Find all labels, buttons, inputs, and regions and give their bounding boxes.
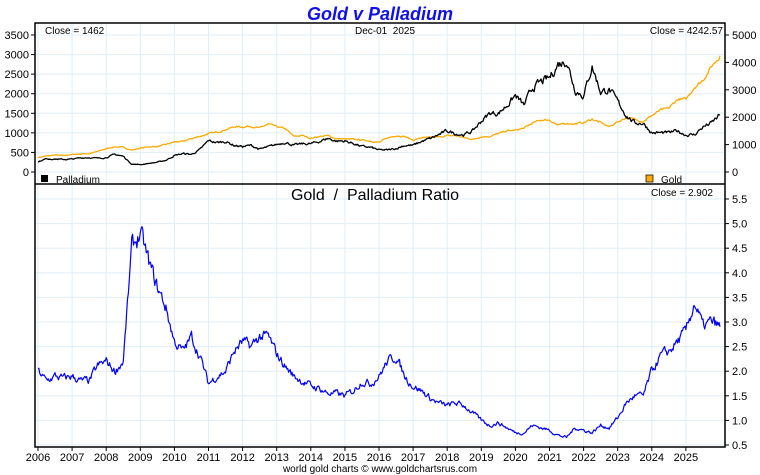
ratio-axis-label: 3.0 [732,317,747,329]
x-tick-label: 2009 [128,452,152,464]
x-tick-label: 2019 [469,452,493,464]
x-tick-label: 2016 [367,452,391,464]
gold-axis-label: 3000 [732,85,756,97]
x-tick-label: 2013 [264,452,288,464]
x-tick-label: 2025 [674,452,698,464]
series-group [37,55,721,439]
footer-credit: world gold charts © www.goldchartsrus.co… [282,464,477,475]
gold-axis-label: 0 [732,167,738,179]
palladium-axis-label: 3500 [5,30,29,42]
palladium-axis-label: 0 [23,167,29,179]
ratio-close-label: Close = 2.902 [651,188,713,199]
gold-price-line [37,55,721,159]
x-tick-label: 2022 [571,452,595,464]
gold-axis-label: 4000 [732,57,756,69]
x-tick-label: 2024 [640,452,664,464]
x-tick-label: 2018 [435,452,459,464]
ratio-title: Gold / Palladium Ratio [291,187,459,204]
palladium-legend-swatch [41,175,48,182]
x-tick-label: 2006 [26,452,50,464]
palladium-close-label: Close = 1462 [45,26,105,37]
palladium-axis-label: 1500 [5,108,29,120]
gridlines [36,24,724,446]
date-label: Dec-01 2025 [355,26,415,37]
x-tick-label: 2015 [333,452,357,464]
palladium-axis-label: 1000 [5,128,29,140]
gold-legend-swatch [645,174,654,183]
palladium-axis-label: 2000 [5,89,29,101]
ratio-axis-label: 2.5 [732,342,747,354]
ratio-axis-label: 5.5 [732,194,747,206]
palladium-axis-label: 3000 [5,50,29,62]
ratio-axis-label: 4.0 [732,268,747,280]
x-tick-label: 2020 [503,452,527,464]
palladium-axis-label: 2500 [5,69,29,81]
x-tick-label: 2023 [605,452,629,464]
gold-axis-label: 5000 [732,30,756,42]
ratio-axis-label: 5.0 [732,219,747,231]
ratio-axis-label: 0.5 [732,440,747,452]
x-tick-label: 2014 [299,452,323,464]
x-tick-label: 2012 [230,452,254,464]
x-tick-label: 2008 [94,452,118,464]
gold-legend-label: Gold [661,175,682,186]
ratio-axis-label: 1.5 [732,391,747,403]
x-tick-label: 2021 [537,452,561,464]
axis-ticks: 2006 2007 2008 2009 2010 2011 2012 2013 2014 2015… [5,30,757,464]
gold-palladium-ratio-line [37,226,721,439]
x-tick-label: 2017 [401,452,425,464]
chart-title: Gold v Palladium [307,4,453,24]
ratio-axis-label: 2.0 [732,366,747,378]
ratio-axis-label: 4.5 [732,243,747,255]
plot-frame [34,22,726,448]
palladium-legend-label: Palladium [56,175,100,186]
gold-axis-label: 1000 [732,140,756,152]
palladium-price-line [37,61,721,166]
ratio-axis-label: 1.0 [732,415,747,427]
gold-close-label: Close = 4242.57 [650,26,724,37]
x-tick-label: 2007 [60,452,84,464]
gold-axis-label: 2000 [732,112,756,124]
x-tick-label: 2010 [162,452,186,464]
x-tick-label: 2011 [197,452,221,464]
palladium-axis-label: 500 [11,147,29,159]
ratio-axis-label: 3.5 [732,292,747,304]
